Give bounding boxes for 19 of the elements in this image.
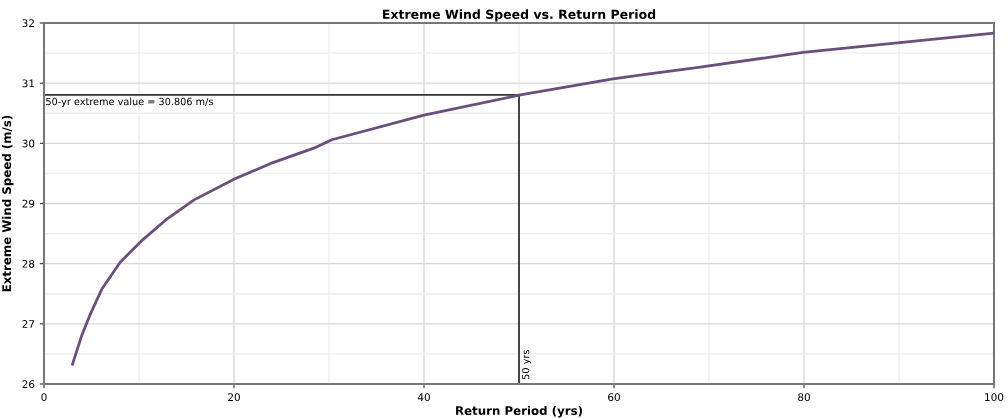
- y-tick-label: 29: [22, 199, 35, 208]
- x-tick-label: 80: [798, 393, 810, 402]
- y-tick-label: 27: [22, 320, 35, 328]
- ref-line-label: 50-yr extreme value = 30.806 m/s: [46, 97, 213, 108]
- x-tick-label: 60: [608, 393, 620, 402]
- x-tick-label: 40: [417, 393, 430, 402]
- x-tick-label: 20: [228, 393, 240, 402]
- y-tick-label: 30: [22, 139, 35, 148]
- ref-line-label: 50 yrs: [521, 350, 532, 380]
- line-series: [71, 31, 994, 366]
- chart-title: Extreme Wind Speed vs. Return Period: [383, 9, 656, 22]
- y-tick-label: 32: [22, 19, 34, 28]
- x-axis-title: Return Period (yrs): [456, 405, 582, 418]
- y-axis-title: Extreme Wind Speed (m/s): [1, 115, 14, 292]
- y-tick-label: 28: [22, 259, 35, 268]
- x-tick-label: 100: [985, 393, 1004, 402]
- y-tick-label: 31: [22, 79, 35, 88]
- y-tick-label: 26: [22, 380, 35, 389]
- x-tick-label: 0: [41, 393, 47, 402]
